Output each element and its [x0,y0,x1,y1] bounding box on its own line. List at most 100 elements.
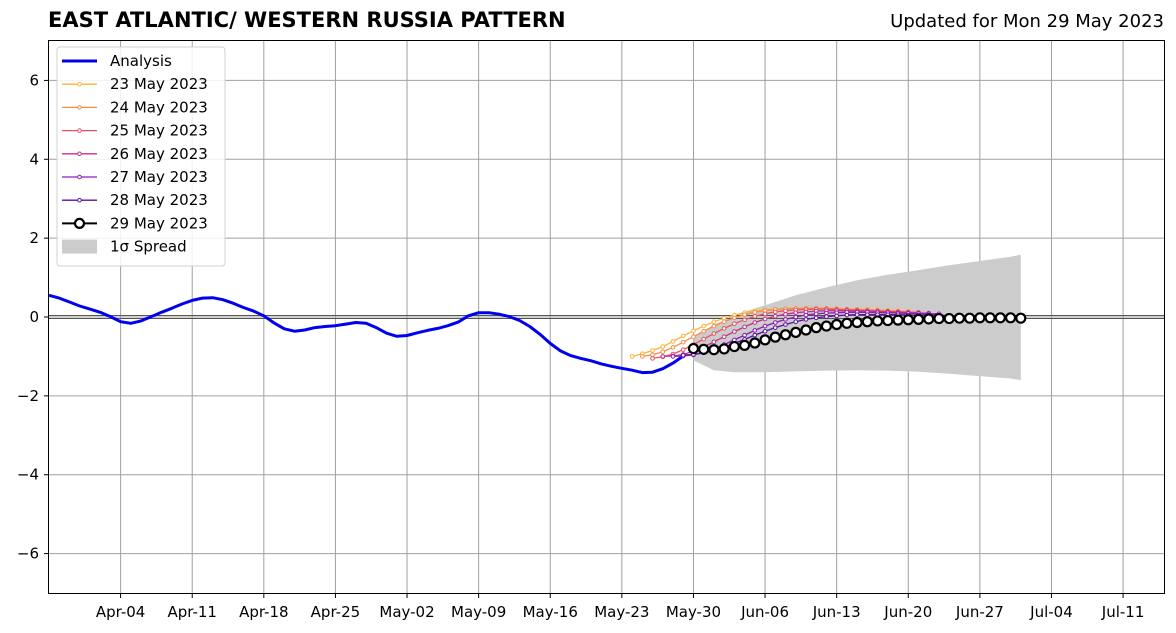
forecast-point [728,340,740,353]
forecast-point [953,312,966,324]
forecast-point [803,312,809,318]
legend-label: Analysis [110,52,172,70]
legend-label: 26 May 2023 [110,145,208,163]
forecast-point [732,315,737,321]
forecast-point [742,317,747,323]
forecast-series-6 [687,312,1027,356]
y-tick-label: 6 [29,71,39,89]
legend: Analysis 23 May 2023 24 May 2023 25 May 202… [56,46,226,267]
forecast-point [701,323,706,329]
forecast-point [752,332,758,338]
forecast-point [680,352,686,358]
y-tick-label: 4 [29,150,39,168]
legend-swatch-marker [73,217,86,229]
forecast-point [680,339,686,345]
forecast-point [871,315,884,327]
forecast-point [933,312,945,325]
forecast-point [912,313,925,325]
forecast-point [793,310,799,315]
forecast-point [701,336,706,342]
forecast-point [783,317,788,322]
legend-label: 23 May 2023 [110,75,208,93]
legend-label: 29 May 2023 [110,214,208,232]
forecast-point [793,319,799,325]
x-tick-label: Apr-25 [311,603,361,621]
y-tick-label: −2 [17,387,39,405]
chart-title: EAST ATLANTIC/ WESTERN RUSSIA PATTERN [48,8,566,32]
forecast-point [943,312,955,325]
analysis-layer [48,293,685,375]
forecast-point [762,316,768,322]
forecast-point [783,311,788,317]
forecast-point [762,323,768,329]
x-tick-label: Jun-13 [812,603,861,621]
forecast-point [660,354,666,359]
legend-swatch-marker [77,81,82,87]
forecast-point [759,334,771,346]
legend-swatch-marker [77,197,82,203]
forecast-point [670,354,676,359]
x-tick-label: Apr-11 [167,603,217,621]
forecast-point [892,314,904,326]
forecast-point [813,315,819,321]
forecast-point [841,317,853,329]
forecast-point [861,316,873,328]
forecast-point [964,312,976,324]
forecast-point [800,324,812,336]
forecast-layer [629,306,1027,361]
forecast-point [772,309,778,315]
legend-swatch-spread [62,239,97,254]
legend-swatch-marker [77,105,82,110]
forecast-point [742,312,747,317]
x-tick-label: Jul-04 [1029,603,1073,621]
forecast-point [660,344,666,349]
legend-label: 24 May 2023 [110,98,208,116]
y-tick-label: −4 [17,466,39,484]
forecast-point [687,342,700,355]
forecast-point [923,313,935,325]
forecast-point [732,329,737,334]
forecast-point [650,356,655,361]
forecast-point [772,325,778,330]
forecast-point [752,328,758,333]
forecast-point [711,323,717,329]
legend-label: 1σ Spread [110,238,187,256]
forecast-point [851,316,863,329]
forecast-point [711,339,717,345]
forecast-point [902,314,914,326]
legend-box [56,46,226,267]
forecast-point [813,311,819,317]
forecast-point [984,312,996,324]
forecast-point [721,334,727,340]
forecast-point [742,332,747,338]
forecast-point [762,328,768,334]
forecast-point [810,322,822,334]
forecast-point [738,339,751,351]
x-tick-label: May-16 [523,603,578,621]
x-tick-label: Apr-18 [239,603,289,621]
y-tick-label: −6 [17,545,39,563]
forecast-point [793,314,799,320]
forecast-point [752,320,758,325]
forecast-point [1004,312,1017,324]
forecast-point [680,333,686,339]
forecast-point [670,345,676,350]
forecast-point [691,334,696,340]
y-tick-label: 0 [29,308,39,326]
forecast-point [769,331,781,343]
forecast-point [882,314,894,327]
forecast-point [865,312,870,317]
forecast-point [732,321,737,327]
analysis-line [48,293,685,375]
grid-lines [49,41,1164,593]
forecast-point [711,319,717,325]
legend-label: 25 May 2023 [110,122,208,140]
forecast-point [824,314,829,319]
forecast-point [790,326,802,338]
x-tick-label: May-30 [666,603,721,621]
forecast-point [831,318,843,331]
x-tick-label: Jun-27 [955,603,1004,621]
forecast-point [844,312,850,318]
forecast-point [721,319,727,325]
x-tick-label: Jul-11 [1101,603,1145,621]
